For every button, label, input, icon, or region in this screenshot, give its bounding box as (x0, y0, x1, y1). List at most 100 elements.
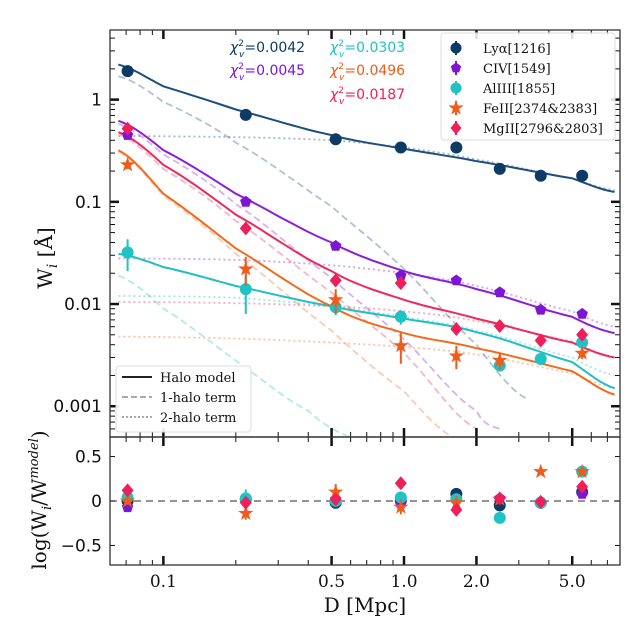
halo-model-curve-0 (118, 63, 615, 193)
legend-label: MgII[2796&2803] (483, 122, 603, 137)
data-point (395, 269, 407, 281)
data-point (238, 261, 254, 276)
x-tick-label: 0.5 (318, 572, 345, 592)
data-point (330, 240, 342, 251)
data-point (535, 303, 547, 315)
halo-model-curve-1 (118, 119, 615, 335)
data-point (121, 121, 134, 136)
halo-model-curve-3 (117, 149, 615, 396)
line-style-legend-box (115, 365, 252, 433)
data-point (394, 276, 407, 291)
data-point (450, 321, 463, 336)
residual-y-tick-label: 0.5 (75, 448, 102, 468)
residual-y-tick-label: 0 (91, 492, 102, 512)
residual-panel: 0.5 0 −0.5 0.1 0.5 1.0 2.0 5.0 (61, 436, 621, 592)
data-point (534, 333, 547, 348)
residual-point (329, 492, 342, 507)
data-point (494, 286, 506, 298)
data-point (329, 133, 342, 146)
data-point (534, 352, 547, 365)
data-point (121, 65, 134, 78)
top-data-points (119, 65, 590, 372)
residual-y-ticks: 0.5 0 −0.5 (61, 448, 620, 556)
data-point (448, 348, 464, 363)
data-point (119, 156, 136, 172)
data-point (493, 162, 506, 175)
halo-model-legend-label: Halo model (160, 371, 236, 386)
data-point (394, 310, 407, 323)
data-point (121, 246, 134, 259)
chi-square-label: χ2 v=0.0187 (329, 86, 405, 107)
y-tick-label: 1 (91, 91, 102, 111)
chi-square-label: χ2 v=0.0042 (229, 39, 305, 60)
legend-label: CIV[1549] (483, 62, 551, 77)
data-point (239, 283, 252, 296)
residual-point (394, 476, 407, 491)
data-point (492, 352, 508, 367)
data-point (576, 169, 589, 182)
y-tick-label: 0.001 (53, 397, 102, 417)
data-point (240, 195, 252, 207)
one-halo-curve-0 (118, 75, 527, 399)
line-style-legend: Halo model 1-halo term 2-halo term (115, 365, 252, 433)
data-point (328, 291, 344, 307)
top-y-ticks: 1 0.1 0.01 0.001 (53, 37, 620, 438)
residual-point (493, 491, 506, 506)
legend-label: AlIII[1855] (482, 82, 555, 97)
x-tick-label: 2.0 (463, 572, 490, 592)
one-halo-legend-label: 1-halo term (160, 391, 236, 406)
legend-label: FeII[2374&2383] (483, 102, 597, 117)
data-point (329, 273, 342, 288)
legend-marker (450, 42, 462, 54)
y-tick-label: 0.01 (64, 295, 102, 315)
legend-marker (450, 121, 462, 135)
two-halo-legend-label: 2-halo term (160, 411, 236, 426)
residual-point (238, 505, 254, 520)
data-point (393, 337, 409, 353)
one-halo-curve-4 (118, 133, 477, 430)
residual-plot-frame (109, 436, 621, 566)
legend-marker (450, 82, 462, 94)
one-halo-curve-3 (117, 150, 454, 437)
residual-point (119, 492, 136, 508)
residual-point (450, 502, 463, 517)
residual-point (394, 491, 407, 504)
residual-y-axis-label: log(Wi/Wmodel) (27, 430, 55, 569)
residual-y-tick-label: −0.5 (61, 536, 102, 556)
chi-square-label: χ2 v=0.0496 (329, 62, 405, 83)
chi-square-label: χ2 v=0.0303 (329, 39, 405, 60)
residual-point (533, 463, 549, 479)
data-point (493, 318, 506, 333)
residual-point (239, 495, 252, 510)
two-halo-curve-3 (118, 335, 615, 390)
data-point (239, 221, 252, 236)
data-point (576, 307, 588, 319)
data-point (450, 141, 463, 154)
data-point (239, 108, 252, 121)
top-model-curves (117, 63, 615, 437)
legend-marker (448, 100, 464, 115)
data-point (576, 327, 589, 342)
data-point (450, 274, 462, 286)
residual-point (328, 484, 344, 499)
one-halo-curve-2 (118, 274, 351, 437)
data-point (534, 169, 547, 182)
x-axis-label: D [Mpc] (324, 593, 406, 617)
residual-point (121, 483, 134, 498)
series-legend: Lyα[1216] CIV[1549] AlIII[1855] FeII[2374&2… (440, 32, 616, 141)
residual-point (576, 479, 589, 494)
residual-point (534, 494, 547, 509)
top-y-axis-label: Wi [Å] (32, 227, 61, 288)
data-point (576, 336, 589, 349)
data-point (574, 345, 590, 360)
residual-point (574, 463, 590, 479)
residual-data-points (119, 463, 590, 524)
halo-model-curve-4 (118, 131, 615, 359)
data-point (394, 141, 407, 154)
legend-label: Lyα[1216] (483, 42, 551, 57)
legend-marker (450, 62, 462, 73)
chi-square-label: χ2 v=0.0045 (229, 62, 305, 83)
residual-x-ticks: 0.1 0.5 1.0 2.0 5.0 (109, 437, 608, 592)
